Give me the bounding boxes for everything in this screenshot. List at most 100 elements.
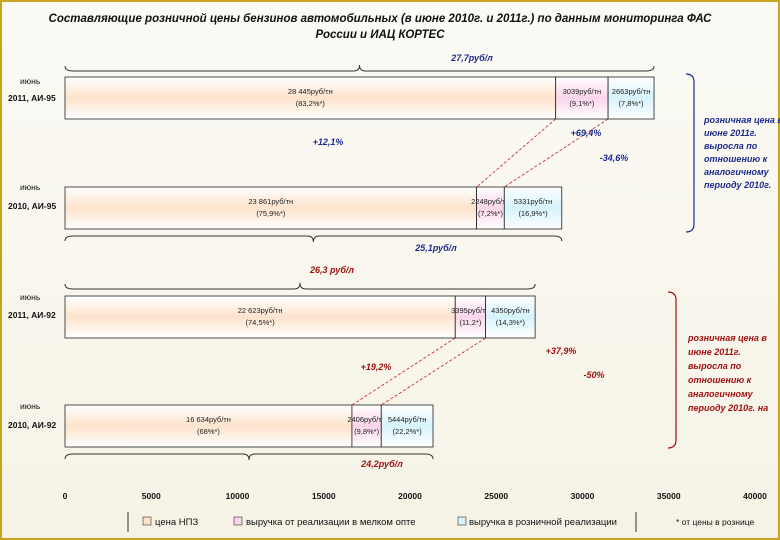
g95-opt-change: +69,4%: [571, 128, 602, 138]
row-month-1: июнь: [20, 182, 41, 192]
chart-title-line2: России и ИАЦ КОРТЕС: [315, 29, 445, 41]
g95-note-line: розничная цена в: [703, 115, 780, 125]
data-label: 3395руб/тн: [451, 306, 490, 315]
bar-segment: [454, 295, 487, 339]
g92-retail-change: -50%: [583, 370, 604, 380]
g92-note-line: розничная цена в: [687, 333, 767, 343]
x-tick-label: 25000: [484, 491, 508, 501]
g95-npz-change: +12,1%: [313, 137, 344, 147]
data-label: 5331руб/тн: [514, 197, 553, 206]
legend-label-npz: цена НПЗ: [155, 517, 198, 528]
g92-note-line: отношению к: [688, 375, 752, 385]
bar-segment: [351, 404, 382, 448]
legend-swatch-opt: [233, 516, 243, 526]
data-label: 5444руб/тн: [388, 415, 427, 424]
g92-note-line: июне 2011г.: [688, 347, 741, 357]
x-tick-label: 0: [63, 491, 68, 501]
data-label: (11,2*): [459, 318, 481, 327]
row-month-3: июнь: [20, 401, 41, 411]
data-label: (9,1%*): [569, 99, 595, 108]
data-label: 2406руб/тн: [347, 415, 386, 424]
footnote: * от цены в рознице: [676, 517, 754, 527]
x-axis: 0 5000 10000 15000 20000 25000 30000 35000 40000: [63, 491, 767, 501]
x-tick-label: 40000: [743, 491, 767, 501]
g95-note-line: аналогичному: [704, 167, 770, 177]
g92-opt-change: +37,9%: [546, 346, 577, 356]
data-label: (83,2%*): [296, 99, 326, 108]
row-label-3: 2010, АИ-92: [8, 420, 56, 430]
row-label-0: 2011, АИ-95: [8, 93, 56, 103]
g95-note-line: июне 2011г.: [704, 128, 757, 138]
connector-line: [504, 118, 609, 188]
connector-line: [381, 337, 486, 406]
data-label: 3039руб/тн: [563, 87, 602, 96]
data-label: (14,3%*): [496, 318, 526, 327]
g92-note-line: периоду 2010г. на: [688, 403, 768, 413]
total-label-3: 24,2руб/л: [360, 459, 403, 469]
total-label-0: 27,7руб/л: [450, 53, 493, 63]
data-label: (7,8%*): [619, 99, 645, 108]
connector-line: [351, 337, 456, 406]
g92-note-line: аналогичному: [688, 389, 754, 399]
g95-note-line: отношению к: [704, 154, 768, 164]
x-tick-label: 15000: [312, 491, 336, 501]
legend-label-opt: выручка от реализации в мелком опте: [246, 517, 416, 528]
data-label: 4350руб/тн: [491, 306, 530, 315]
bar-segment: [64, 404, 353, 448]
bar-segment: [64, 186, 478, 230]
bar-segment: [555, 76, 609, 120]
data-label: 16 634руб/тн: [186, 415, 231, 424]
x-tick-label: 5000: [142, 491, 161, 501]
x-tick-label: 10000: [226, 491, 250, 501]
bar-segment: [485, 295, 536, 339]
total-label-1: 25,1руб/л: [414, 243, 457, 253]
legend-label-retail: выручка в розничной реализации: [469, 517, 617, 528]
data-label: (7,2%*): [478, 209, 504, 218]
g95-side-note: розничная цена в июне 2011г. выросла по …: [703, 115, 780, 190]
g92-note-line: выросла по: [688, 361, 742, 371]
side-bracket-95: [685, 73, 695, 233]
row-month-0: июнь: [20, 76, 41, 86]
g95-note-line: выросла по: [704, 141, 758, 151]
g92-side-note: розничная цена в июне 2011г. выросла по …: [687, 333, 768, 413]
data-label: 2248руб/тн: [471, 197, 510, 206]
x-tick-label: 30000: [571, 491, 595, 501]
data-label: (68%*): [197, 427, 220, 436]
data-label: (16,9%*): [518, 209, 548, 218]
row-month-2: июнь: [20, 292, 41, 302]
data-label: 23 861руб/тн: [248, 197, 293, 206]
annotations: [64, 64, 695, 461]
g95-retail-change: -34,6%: [600, 153, 629, 163]
bar-segment: [64, 76, 557, 120]
data-label: 22 623руб/тн: [238, 306, 283, 315]
legend: цена НПЗ выручка от реализации в мелком …: [127, 512, 754, 532]
plot-area: 28 445руб/тн (83,2%*) 3039руб/тн (9,1%*) 266…: [64, 76, 655, 448]
row-label-2: 2011, АИ-92: [8, 310, 56, 320]
total-label-2: 26,3 руб/л: [309, 265, 354, 275]
data-label: (9,8%*): [354, 427, 380, 436]
bar-segment: [380, 404, 434, 448]
brace: [64, 282, 536, 290]
connector-line: [476, 118, 556, 188]
data-label: 2663руб/тн: [612, 87, 651, 96]
chart-title-line1: Составляющие розничной цены бензинов авт…: [49, 13, 713, 25]
bar-segment: [607, 76, 655, 120]
data-label: (74,5%*): [246, 318, 276, 327]
data-label: (75,9%*): [256, 209, 286, 218]
bar-segment: [64, 295, 456, 339]
legend-swatch-retail: [457, 516, 467, 526]
bar-segment: [503, 186, 563, 230]
row-label-1: 2010, АИ-95: [8, 201, 56, 211]
brace: [64, 235, 563, 243]
legend-swatch-npz: [142, 516, 152, 526]
g92-npz-change: +19,2%: [361, 362, 392, 372]
bar-segment: [476, 186, 505, 230]
brace: [64, 64, 655, 72]
x-tick-label: 20000: [398, 491, 422, 501]
x-tick-label: 35000: [657, 491, 681, 501]
side-bracket-92: [667, 291, 677, 449]
brace: [64, 453, 434, 461]
data-label: 28 445руб/тн: [288, 87, 333, 96]
g95-note-line: периоду 2010г.: [704, 180, 771, 190]
